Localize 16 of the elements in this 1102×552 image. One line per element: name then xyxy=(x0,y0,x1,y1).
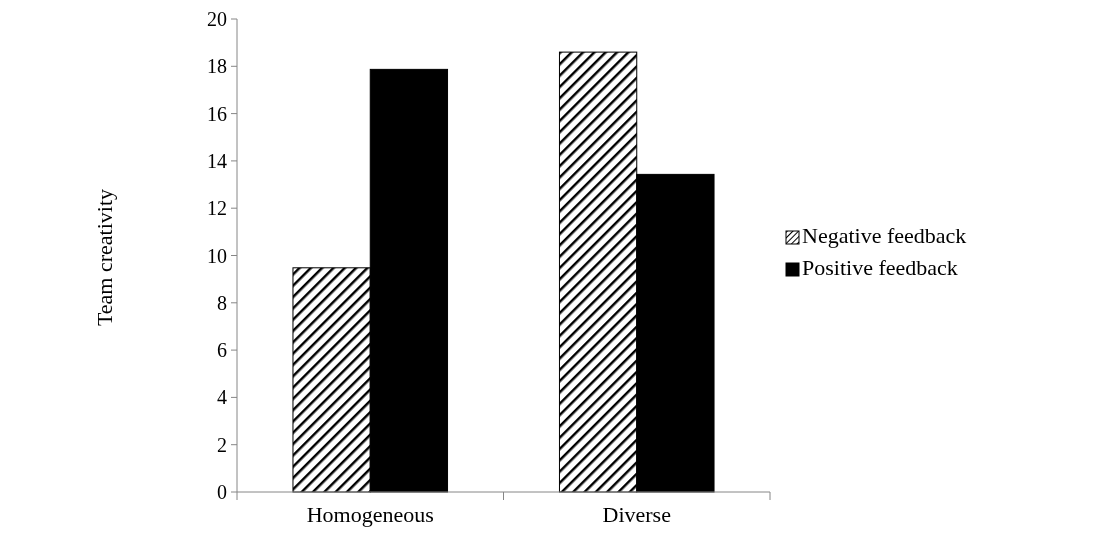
text: Negative feedback xyxy=(802,223,967,248)
y-tick-label: 0 xyxy=(217,481,227,503)
legend-label: Positive feedback xyxy=(802,255,958,280)
y-tick-label: 2 xyxy=(217,433,227,456)
x-tick-label: Homogeneous xyxy=(306,502,434,527)
y-tick-label: 20 xyxy=(207,8,227,30)
y-axis-title: Team creativity xyxy=(92,188,117,327)
y-tick-label: 4 xyxy=(217,386,227,409)
y-tick-label: 6 xyxy=(217,339,227,362)
y-tick-label: 8 xyxy=(217,291,227,314)
x-tick-label: Diverse xyxy=(602,502,671,527)
y-tick-label: 16 xyxy=(207,102,227,125)
y-tick-label: 12 xyxy=(207,197,227,220)
y-tick-label: 18 xyxy=(207,55,227,78)
y-tick-label: 10 xyxy=(207,244,227,267)
y-tick-label: 14 xyxy=(207,149,227,172)
